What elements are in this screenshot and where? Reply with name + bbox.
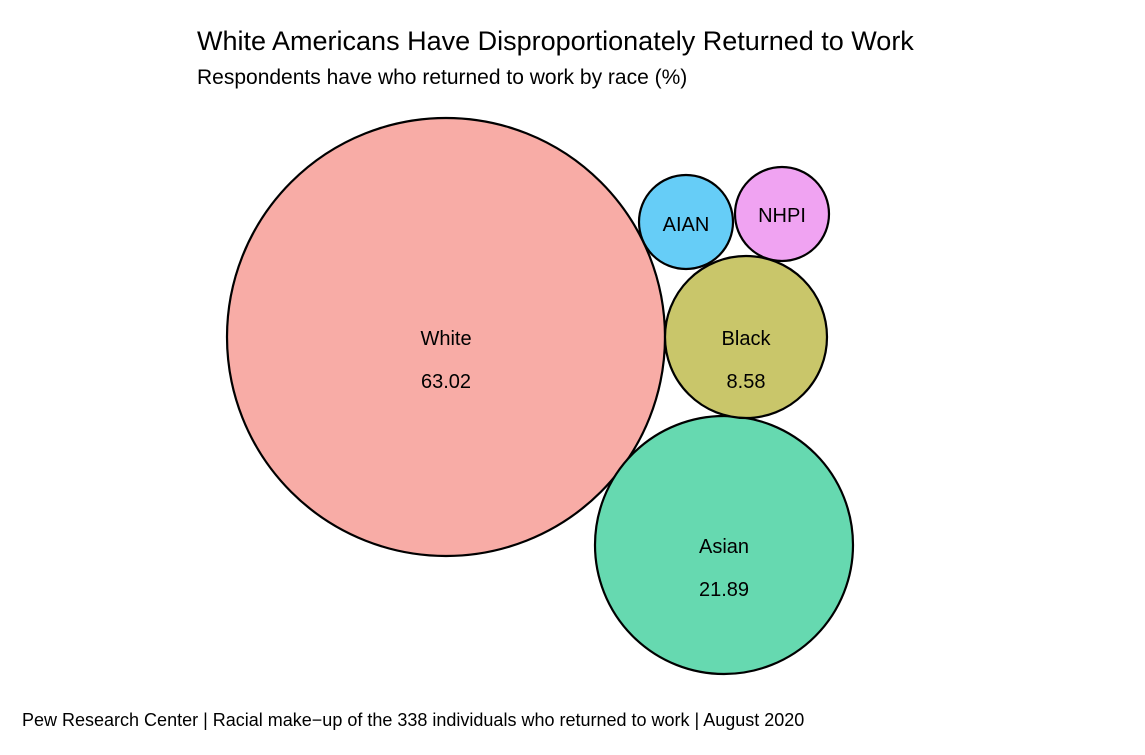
chart-caption: Pew Research Center | Racial make−up of … xyxy=(22,710,805,730)
bubble-label-nhpi: NHPI xyxy=(758,205,806,227)
bubble-label-white: White xyxy=(420,328,471,350)
bubble-label-black: Black xyxy=(722,328,772,350)
bubble-value-black: 8.58 xyxy=(727,371,766,393)
bubble-nhpi xyxy=(733,165,831,263)
bubble-aian xyxy=(637,173,735,271)
chart-subtitle: Respondents have who returned to work by… xyxy=(197,66,688,89)
bubble-value-white: 63.02 xyxy=(421,371,471,393)
chart-title: White Americans Have Disproportionately … xyxy=(197,26,914,56)
bubble-value-asian: 21.89 xyxy=(699,579,749,601)
bubble-black xyxy=(663,254,829,420)
bubble-label-asian: Asian xyxy=(699,536,749,558)
bubble-label-aian: AIAN xyxy=(663,214,710,236)
